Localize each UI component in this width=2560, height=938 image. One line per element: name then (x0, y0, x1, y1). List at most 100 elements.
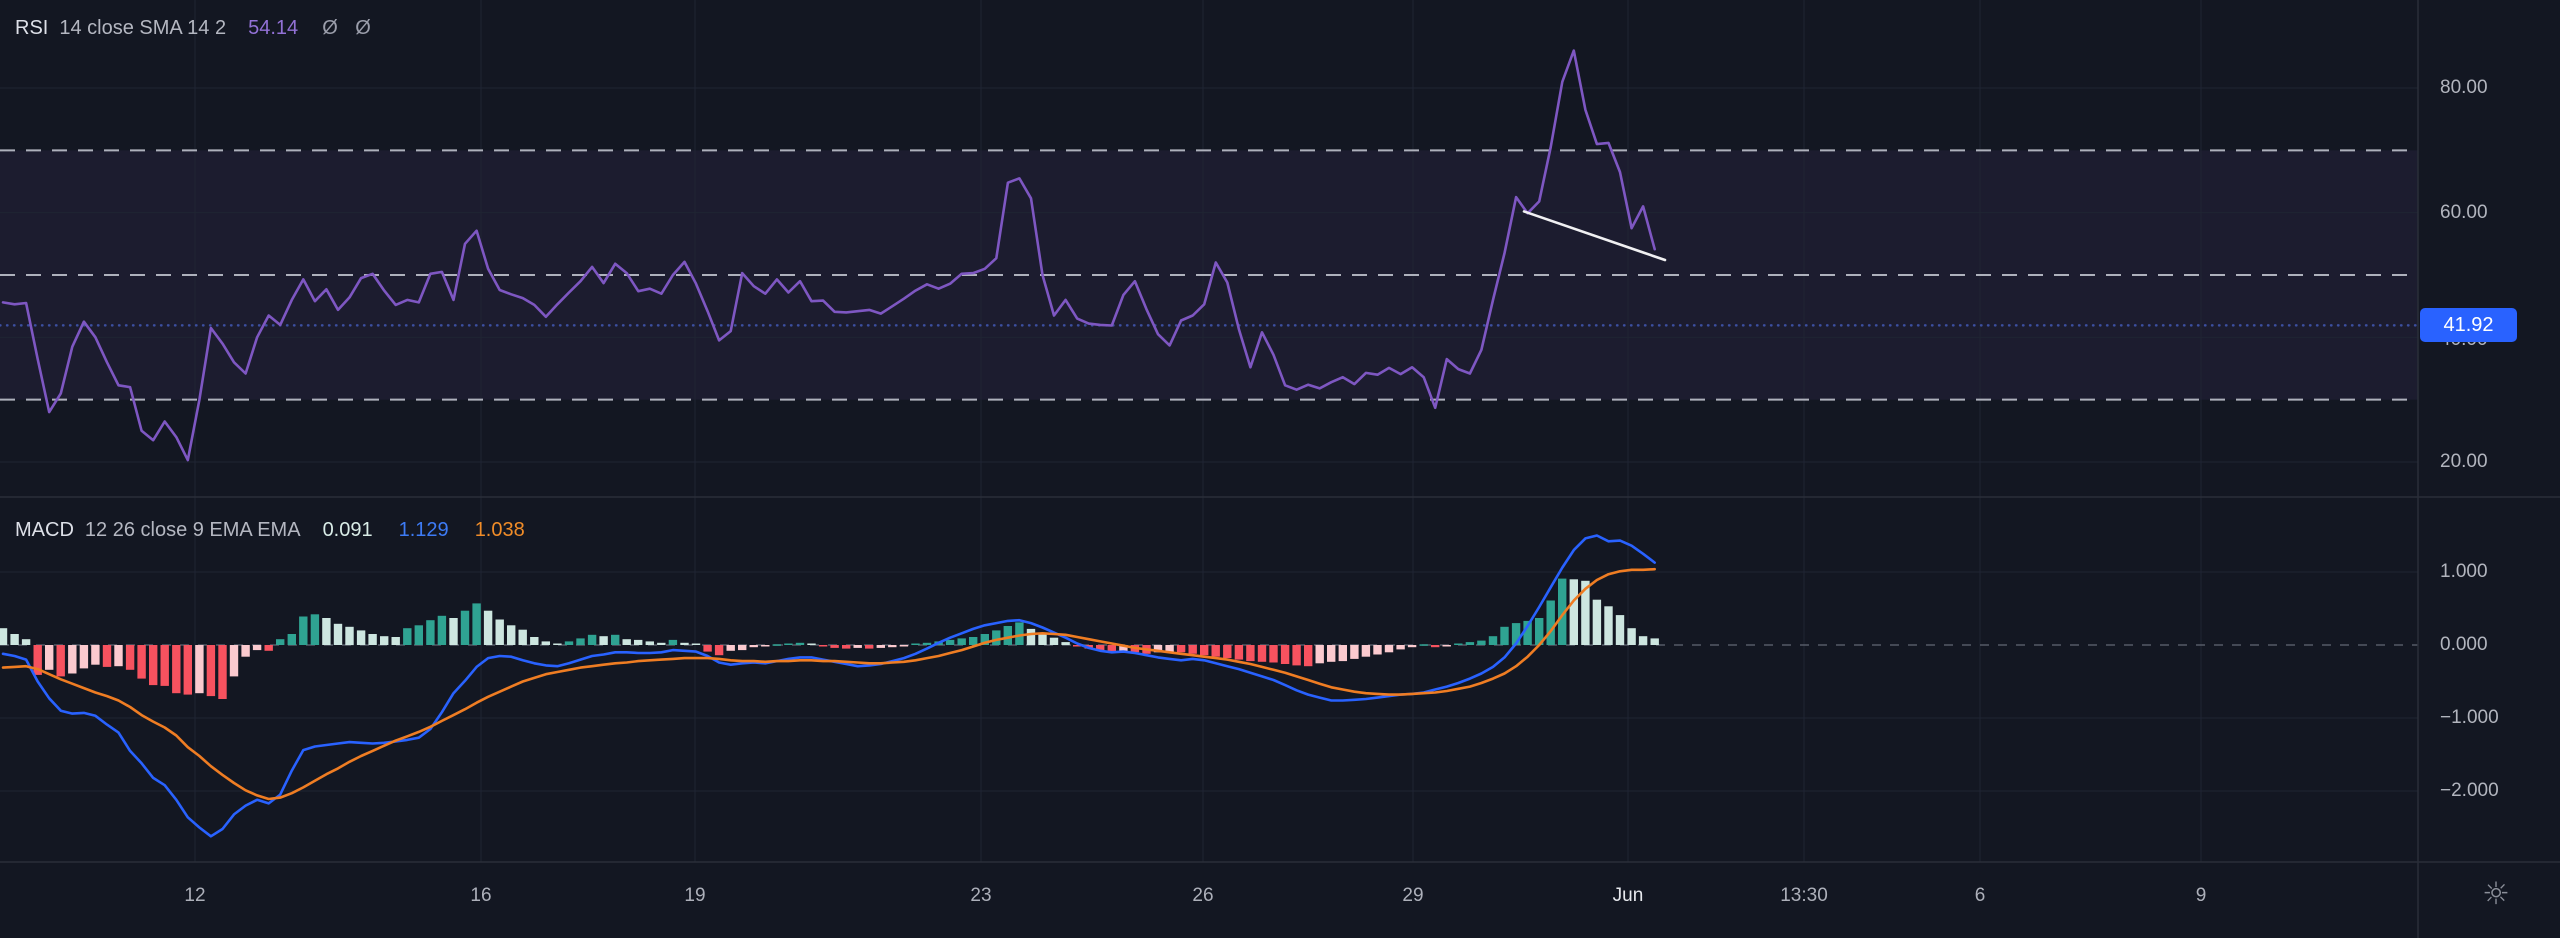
macd-histogram-bar (1419, 644, 1428, 646)
macd-histogram-bar (784, 643, 793, 645)
macd-histogram-bar (1280, 645, 1290, 664)
macd-histogram-bar (449, 618, 458, 645)
macd-histogram-bar (391, 637, 400, 645)
macd-histogram-bar (818, 645, 828, 647)
macd-histogram-bar (541, 641, 550, 645)
macd-histogram-bar (368, 634, 377, 645)
macd-histogram-bar (691, 643, 701, 645)
price-tick-label: 1.000 (2440, 561, 2488, 582)
macd-histogram-bar (922, 642, 932, 645)
time-tick-label: 6 (1974, 885, 1986, 906)
macd-histogram-bar (587, 634, 597, 645)
macd-histogram-bar (1361, 645, 1371, 657)
macd-histogram-bar (460, 610, 470, 645)
macd-histogram-bar (1269, 645, 1278, 663)
macd-legend[interactable]: MACD 12 26 close 9 EMA EMA 0.091 1.129 1… (15, 518, 525, 542)
macd-histogram-bar (1535, 618, 1544, 645)
macd-histogram-bar (1003, 626, 1012, 645)
macd-histogram-bar (91, 645, 100, 665)
macd-histogram-bar (403, 628, 412, 645)
macd-histogram-bar (137, 645, 146, 679)
macd-histogram-bar (842, 645, 851, 649)
macd-histogram-bar (287, 634, 296, 645)
macd-signal-line (1, 567, 1656, 801)
macd-histogram-bar (888, 645, 897, 648)
macd-histogram-bar (680, 642, 689, 645)
macd-histogram-bar (1650, 638, 1659, 645)
macd-histogram-bar (218, 645, 227, 699)
macd-histogram-bar (899, 645, 909, 647)
macd-histogram-bar (876, 645, 885, 648)
macd-histogram-bar (1165, 645, 1174, 652)
macd-histogram-bar (865, 645, 874, 649)
macd-histogram-bar (1604, 606, 1613, 645)
macd-histogram-bar (102, 645, 112, 667)
macd-histogram-bar (1119, 645, 1128, 652)
macd-histogram-bar (1246, 645, 1255, 662)
macd-histogram-bar (437, 615, 447, 645)
macd-histogram-bar (853, 645, 862, 648)
brightness-icon[interactable]: ☼ (2482, 876, 2510, 912)
macd-histogram-bar (229, 645, 239, 677)
macd-histogram-bar (1038, 633, 1047, 645)
macd-histogram-bar (195, 645, 204, 694)
macd-histogram-bar (622, 639, 631, 645)
macd-histogram-bar (21, 639, 31, 645)
macd-histogram-bar (183, 645, 192, 695)
macd-histogram-bar (1558, 578, 1567, 645)
macd-legend-title: MACD (15, 519, 74, 541)
macd-histogram-bar (1096, 645, 1105, 651)
macd-histogram-bar (1581, 580, 1590, 645)
macd-histogram-bar (345, 626, 354, 646)
macd-histogram-bar (276, 639, 285, 645)
time-axis[interactable]: 12 16 19 23 26 29 Jun 13:30 6 9 (0, 862, 2560, 938)
macd-histogram-bar (114, 645, 123, 667)
macd-histogram-bar (1211, 645, 1220, 657)
macd-histogram-bar (1569, 579, 1578, 645)
macd-histogram-bar (634, 639, 643, 645)
rsi-trendline[interactable] (1522, 210, 1667, 262)
macd-histogram-bar (45, 645, 54, 670)
time-tick-label: 13:30 (1780, 885, 1828, 906)
time-tick-label-month: Jun (1612, 885, 1644, 906)
price-axis[interactable]: 41.92 80.0060.0020.0040.001.0000.000−1.0… (2418, 0, 2560, 862)
macd-histogram-bar (1049, 637, 1059, 645)
macd-histogram-bar (1107, 645, 1116, 653)
macd-histogram-bar (714, 645, 724, 656)
macd-histogram-bar (1431, 645, 1440, 648)
macd-histogram-bar (125, 645, 135, 670)
macd-histogram-bar (1073, 645, 1082, 647)
macd-histogram-bar (738, 645, 747, 651)
macd-histogram-bar (668, 639, 678, 645)
macd-histogram-bar (530, 637, 539, 645)
macd-histogram-bar (1442, 645, 1451, 647)
macd-histogram-bar (703, 645, 712, 652)
price-tick-label: −2.000 (2440, 780, 2499, 801)
price-tick-label: 60.00 (2440, 201, 2488, 223)
macd-histogram-bar (992, 630, 1001, 645)
macd-histogram-bar (68, 645, 77, 674)
macd-histogram-bar (795, 642, 805, 645)
macd-histogram-bar (657, 642, 666, 645)
rsi-legend-params: 14 close SMA 14 2 (59, 17, 227, 39)
macd-histogram-bar (1327, 645, 1336, 662)
macd-histogram-bar (1257, 645, 1267, 662)
macd-histogram-bar (807, 643, 816, 645)
rsi-legend[interactable]: RSI 14 close SMA 14 2 54.14 Ø Ø (15, 16, 377, 40)
macd-histogram-bar (33, 645, 42, 675)
macd-histogram-bar (1615, 615, 1625, 645)
macd-histogram-bar (1373, 645, 1382, 655)
time-tick-label: 16 (470, 885, 492, 906)
macd-histogram-bar (56, 645, 65, 677)
macd-histogram-bar (356, 630, 366, 645)
macd-legend-histogram-value: 0.091 (322, 519, 373, 541)
rsi-legend-value: 54.14 (248, 17, 299, 39)
macd-histogram-bar (599, 636, 608, 645)
macd-histogram-bar (1338, 645, 1347, 662)
macd-histogram-bar (1407, 645, 1417, 648)
macd-histogram-bar (299, 616, 308, 645)
macd-histogram-bar (1304, 645, 1313, 667)
macd-histogram-bar (553, 643, 562, 645)
